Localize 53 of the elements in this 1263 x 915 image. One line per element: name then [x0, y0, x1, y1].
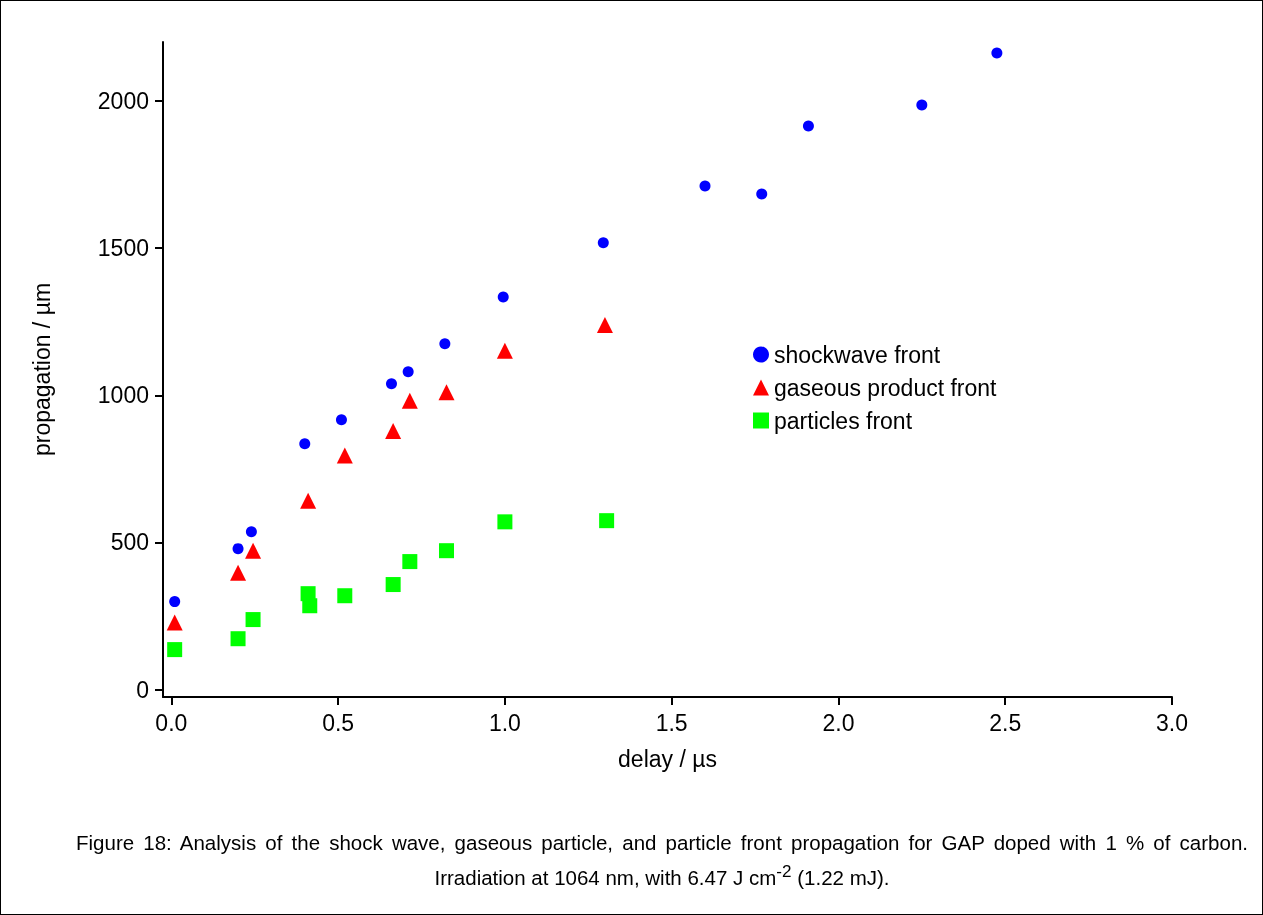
point — [300, 492, 317, 509]
y-tick-label: 2000 — [97, 87, 149, 114]
point — [245, 526, 257, 538]
point — [699, 180, 711, 192]
point — [438, 384, 455, 401]
point — [167, 642, 183, 658]
point — [245, 612, 261, 628]
legend-label: particles front — [774, 407, 913, 434]
point — [402, 554, 418, 570]
point — [337, 588, 353, 604]
point — [596, 316, 613, 333]
point — [401, 392, 418, 409]
y-tick-label: 1500 — [97, 235, 149, 262]
point — [497, 514, 513, 530]
point — [991, 47, 1003, 59]
point — [336, 447, 353, 464]
caption: Figure 18: Analysis of the shock wave, gaseous particle, and particle front propagation for GAP doped with 1 % of carbon. Irradiation at 1064 nm, with 6.47 J cm$^{-2}$ (1.22 mJ). — [76, 830, 1248, 891]
x-tick-label: 2.5 — [989, 709, 1022, 736]
point — [496, 342, 513, 359]
point — [385, 577, 401, 593]
point — [439, 543, 455, 559]
x-axis-title: delay / µs — [618, 745, 717, 772]
x-tick-label: 1.0 — [488, 709, 521, 736]
x-tick-label: 1.5 — [655, 709, 688, 736]
legend-label: shockwave front — [774, 341, 941, 368]
point — [756, 188, 768, 200]
point — [335, 414, 347, 426]
y-axis-title: propagation / µm — [28, 282, 55, 457]
point — [245, 542, 262, 559]
legend-label: gaseous product front — [774, 374, 998, 401]
point — [439, 338, 451, 350]
point — [497, 291, 509, 303]
point — [230, 564, 247, 581]
point — [402, 366, 414, 378]
point — [166, 614, 183, 631]
point — [597, 237, 609, 249]
point — [599, 513, 615, 529]
point — [232, 543, 244, 555]
point — [916, 99, 928, 111]
point — [169, 596, 181, 608]
point — [386, 378, 397, 390]
y-tick-label: 1000 — [97, 382, 149, 409]
point — [299, 438, 311, 450]
point — [385, 422, 402, 439]
y-tick-label: 0 — [136, 676, 149, 703]
y-tick-label: 500 — [110, 529, 149, 556]
x-tick-label: 2.0 — [822, 709, 855, 736]
x-tick-label: 0.5 — [322, 709, 355, 736]
point — [230, 631, 246, 647]
x-tick-label: 3.0 — [1156, 709, 1188, 736]
point — [802, 120, 814, 132]
point — [302, 598, 318, 614]
x-tick-label: 0.0 — [155, 709, 188, 736]
